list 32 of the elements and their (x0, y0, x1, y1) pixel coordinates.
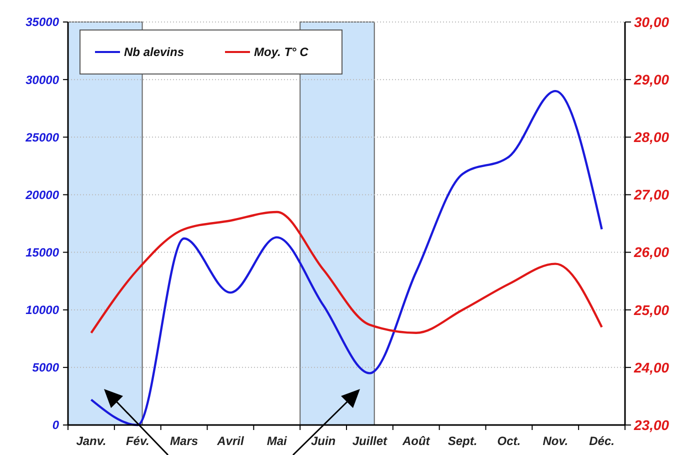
line-series (90, 90, 603, 426)
x-tick-label: Août (401, 434, 431, 448)
x-tick-label: Juin (310, 434, 336, 448)
y-tick-label: 20000 (24, 188, 60, 202)
x-tick-label: Janv. (76, 434, 106, 448)
y-tick-label: 35000 (26, 15, 60, 30)
legend-label: Moy. T° C (254, 45, 309, 60)
y-tick-label: 25000 (24, 130, 60, 144)
legend-label: Nb alevins (124, 45, 184, 60)
y-tick-label: 5000 (32, 360, 60, 375)
y2-tick-label: 28,00 (633, 129, 670, 146)
y-tick-label: 10000 (26, 303, 60, 318)
line-series (90, 210, 603, 334)
y2-tick-label: 24,00 (633, 359, 670, 376)
y-tick-label: 0 (52, 418, 60, 432)
x-tick-label: Mai (266, 434, 288, 448)
x-tick-label: Sept. (448, 434, 478, 448)
y2-tick-label: 30,00 (634, 14, 670, 30)
y-tick-label: 30000 (26, 72, 60, 87)
x-tick-label: Déc. (589, 434, 614, 448)
x-tick-label: Avril (216, 434, 244, 448)
x-tick-label: Oct. (497, 434, 521, 448)
y2-tick-label: 25,00 (633, 302, 670, 318)
x-tick-label: Juillet (352, 434, 388, 448)
y2-tick-label: 29,00 (633, 71, 670, 88)
x-tick-label: Mars (170, 434, 198, 448)
y2-tick-label: 26,00 (633, 244, 670, 260)
x-tick-label: Nov. (542, 434, 568, 448)
y2-tick-label: 23,00 (633, 416, 670, 433)
y-tick-label: 15000 (26, 245, 60, 260)
x-tick-label: Fév. (126, 434, 150, 448)
y2-tick-label: 27,00 (633, 186, 670, 203)
